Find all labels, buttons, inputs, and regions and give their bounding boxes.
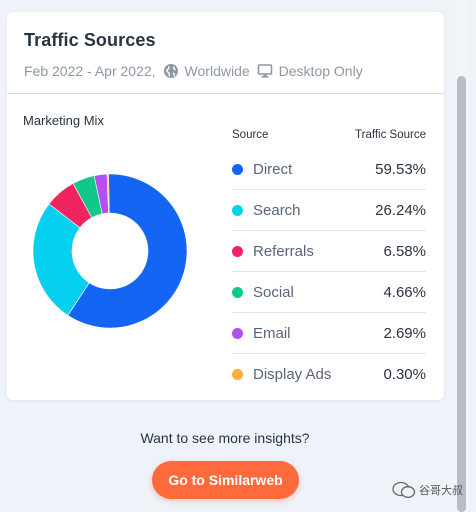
source-value: 26.24% [375, 201, 426, 219]
chart-title: Marketing Mix [23, 113, 104, 128]
source-value: 0.30% [383, 366, 426, 383]
scrollbar-thumb[interactable] [457, 76, 466, 512]
card-title: Traffic Sources [24, 30, 156, 50]
source-name: Email [253, 324, 291, 342]
table-row: Social 4.66% [232, 272, 426, 313]
desktop-icon [257, 63, 273, 79]
legend-dot [232, 327, 243, 339]
source-value: 2.69% [383, 324, 426, 342]
source-name: Referrals [253, 242, 314, 260]
donut-slice-direct[interactable] [67, 173, 188, 329]
source-value: 4.66% [383, 283, 426, 301]
traffic-table: Source Traffic Source Direct 59.53% Search… [232, 129, 426, 395]
device-label: Desktop Only [278, 63, 363, 79]
source-name: Display Ads [253, 366, 332, 383]
donut-slice-display-ads[interactable] [106, 173, 110, 214]
legend-dot [232, 369, 243, 380]
cta-text: Want to see more insights? [140, 430, 310, 446]
globe-icon [163, 63, 179, 79]
table-row: Display Ads 0.30% [232, 354, 426, 395]
traffic-sources-card: Traffic Sources Feb 2022 - Apr 2022, Wor… [7, 12, 444, 400]
legend-dot [232, 204, 243, 216]
watermark-text: 谷哥大叔 [419, 485, 463, 497]
legend-dot [232, 245, 243, 257]
source-name: Direct [253, 160, 293, 178]
source-value: 59.53% [375, 160, 426, 178]
go-to-similarweb-button[interactable]: Go to Similarweb [152, 461, 299, 499]
legend-dot [232, 163, 243, 175]
legend-dot [232, 286, 243, 298]
table-rows: Direct 59.53% Search 26.24% Referrals 6.58% So… [232, 149, 426, 395]
table-row: Search 26.24% [232, 190, 426, 231]
wechat-logo [392, 481, 416, 498]
card-header: Traffic Sources Feb 2022 - Apr 2022, Wor… [7, 12, 444, 94]
date-range: Feb 2022 - Apr 2022, [24, 63, 156, 79]
column-source: Source [232, 129, 269, 141]
region-label: Worldwide [184, 63, 250, 79]
table-row: Referrals 6.58% [232, 231, 426, 272]
table-row: Direct 59.53% [232, 149, 426, 190]
table-header: Source Traffic Source [232, 129, 426, 149]
table-row: Email 2.69% [232, 313, 426, 354]
donut-slice-search[interactable] [32, 203, 90, 316]
watermark: 谷哥大叔 [392, 481, 463, 499]
source-value: 6.58% [383, 242, 426, 260]
column-traffic-source: Traffic Source [355, 129, 426, 141]
card-meta: Feb 2022 - Apr 2022, Worldwide [24, 63, 427, 79]
donut-chart [32, 173, 188, 329]
source-name: Social [253, 283, 294, 301]
source-name: Search [253, 201, 301, 219]
